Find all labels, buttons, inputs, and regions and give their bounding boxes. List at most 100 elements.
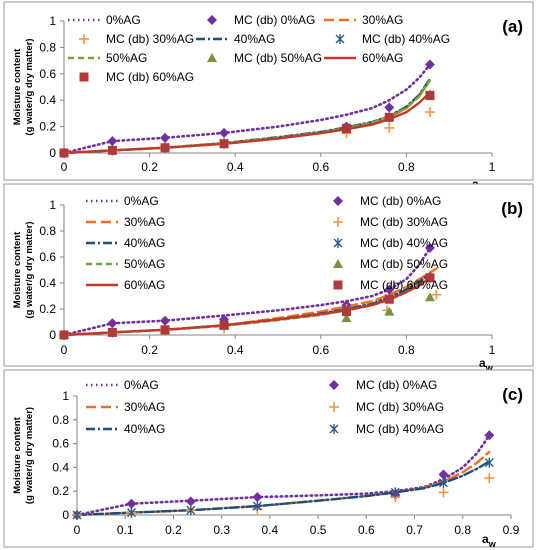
marker-diamond: [107, 136, 118, 147]
legend-item: MC (db) 40%AG: [329, 422, 444, 436]
plot-area: [59, 59, 435, 158]
data-point-mc-db-60-ag: [59, 330, 69, 340]
data-point-mc-db-30-ag: [431, 289, 442, 300]
x-tick-label: 0.2: [165, 523, 182, 537]
data-point-mc-db-0-ag: [160, 132, 171, 143]
x-tick-label: 0.9: [503, 523, 520, 537]
series-line-40-ag: [75, 460, 491, 517]
panel-label: (b): [501, 199, 523, 218]
legend-label: 60%AG: [362, 51, 403, 65]
y-tick-label: 0: [49, 328, 56, 342]
data-point-mc-db-40-ag: [72, 510, 82, 520]
data-point-mc-db-40-ag: [484, 457, 494, 468]
x-tick-label: 1: [489, 160, 496, 174]
legend-label: 50%AG: [124, 257, 165, 271]
legend-label: 30%AG: [124, 400, 165, 414]
y-axis-label-line2: (g water/g dry matter): [24, 407, 35, 504]
x-tick-label: 0.8: [398, 160, 415, 174]
data-point-mc-db-0-ag: [252, 492, 263, 503]
series-line-0-ag: [62, 246, 432, 337]
legend-item: MC (db) 0%AG: [207, 13, 315, 27]
panel-frame: [3, 183, 534, 367]
x-axis-label: aw: [479, 356, 494, 373]
legend-swatch-marker: [335, 34, 345, 44]
legend-item: 0%AG: [86, 194, 159, 208]
marker-square: [107, 327, 117, 337]
y-tick-label: 0.8: [39, 224, 56, 238]
x-tick-label: 0.2: [141, 343, 158, 357]
legend-label: 0%AG: [124, 378, 159, 392]
data-point-mc-db-0-ag: [384, 284, 395, 295]
y-axis-label-line2: (g water/g dry matter): [24, 221, 35, 318]
x-axis-label-main: a: [479, 356, 486, 370]
legend-swatch-marker: [79, 34, 89, 44]
y-tick-label: 0.6: [52, 437, 69, 451]
y-axis-label-line1: Moisture content: [12, 416, 23, 493]
x-tick-label: 0: [74, 523, 81, 537]
data-point-mc-db-60-ag: [107, 327, 117, 337]
marker-diamond: [333, 196, 343, 206]
y-tick-label: 0.6: [39, 67, 56, 81]
x-tick-label: 0.8: [454, 523, 471, 537]
marker-square: [160, 325, 170, 335]
data-point-mc-db-0-ag: [126, 498, 137, 509]
marker-diamond: [185, 496, 196, 507]
legend-item: 60%AG: [86, 278, 165, 292]
legend-label: MC (db) 40%AG: [362, 32, 450, 46]
legend-label: MC (db) 60%AG: [360, 278, 448, 292]
marker-square: [160, 143, 170, 153]
legend-item: 30%AG: [324, 13, 403, 27]
legend-swatch-marker: [333, 280, 343, 290]
marker-square: [59, 330, 69, 340]
y-tick-label: 0.4: [52, 460, 69, 474]
x-tick-label: 0.6: [358, 523, 375, 537]
marker-diamond: [219, 127, 230, 138]
data-point-mc-db-30-ag: [438, 487, 449, 498]
data-point-mc-db-0-ag: [438, 469, 449, 480]
marker-triangle: [384, 306, 395, 316]
marker-diamond: [438, 469, 449, 480]
plot-area: [59, 242, 442, 340]
marker-square: [219, 139, 229, 149]
x-tick-label: 0.4: [262, 523, 279, 537]
series-line-0-ag: [62, 63, 432, 155]
data-point-mc-db-40-ag: [390, 487, 400, 498]
legend-item: 30%AG: [86, 400, 165, 414]
x-tick-label: 0.4: [227, 160, 244, 174]
marker-square: [384, 294, 394, 304]
legend-item: MC (db) 30%AG: [329, 400, 444, 414]
legend-label: 50%AG: [106, 51, 147, 65]
legend-label: 40%AG: [234, 32, 275, 46]
legend-label: 40%AG: [124, 236, 165, 250]
x-tick-label: 0.1: [117, 523, 134, 537]
marker-square: [79, 72, 89, 82]
plot-area: [72, 430, 495, 520]
y-tick-label: 0.8: [52, 413, 69, 427]
marker-square: [107, 145, 117, 155]
marker-square: [219, 320, 229, 330]
x-tick-label: 0.4: [227, 343, 244, 357]
data-point-mc-db-0-ag: [219, 127, 230, 138]
data-point-mc-db-60-ag: [219, 320, 229, 330]
data-point-mc-db-60-ag: [341, 124, 351, 134]
data-point-mc-db-60-ag: [341, 307, 351, 317]
marker-diamond: [107, 318, 118, 329]
legend-item: MC (db) 50%AG: [207, 51, 322, 65]
x-tick-label: 0.8: [398, 343, 415, 357]
legend-item: 30%AG: [86, 215, 165, 229]
y-tick-label: 1: [62, 389, 69, 403]
legend-label: MC (db) 30%AG: [356, 400, 444, 414]
marker-diamond: [126, 498, 137, 509]
legend: 0%AG MC (db) 0%AG 30%AG MC (db) 30%AG 40%AG M…: [86, 378, 444, 436]
data-point-mc-db-40-ag: [438, 477, 448, 488]
legend-item: MC (db) 30%AG: [79, 32, 194, 46]
marker-diamond: [484, 430, 495, 441]
x-tick-label: 0.7: [406, 523, 423, 537]
legend: 0%AG MC (db) 0%AG 30%AG MC (db) 30%AG 40%AG M…: [68, 13, 450, 84]
marker-diamond: [384, 102, 395, 113]
legend-item: 0%AG: [68, 13, 141, 27]
legend-item: 40%AG: [86, 422, 165, 436]
data-point-mc-db-0-ag: [484, 430, 495, 441]
